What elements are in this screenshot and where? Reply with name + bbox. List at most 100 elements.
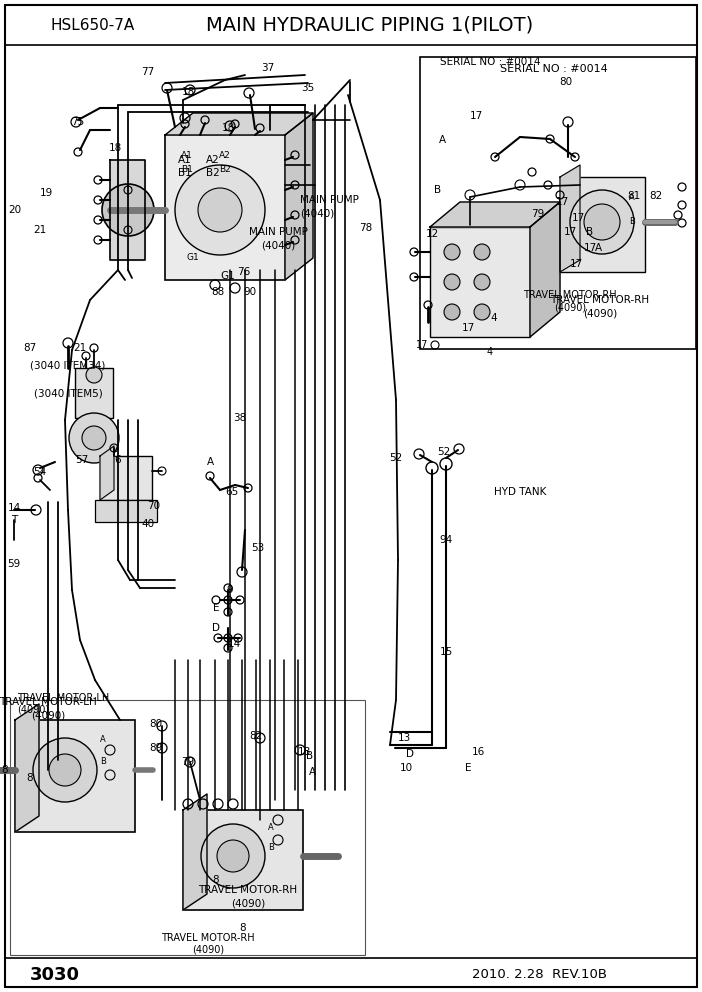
Circle shape (102, 184, 154, 236)
Circle shape (49, 754, 81, 786)
Text: 17: 17 (564, 227, 576, 237)
Text: 20: 20 (8, 205, 22, 215)
Text: A: A (595, 243, 602, 253)
Text: TRAVEL MOTOR-LH: TRAVEL MOTOR-LH (0, 697, 97, 707)
Text: (4090): (4090) (17, 705, 49, 715)
Text: A: A (206, 457, 213, 467)
Text: 75: 75 (72, 117, 85, 127)
Text: (4040): (4040) (300, 209, 334, 219)
Text: 53: 53 (251, 543, 265, 553)
Text: MAIN PUMP: MAIN PUMP (249, 227, 307, 237)
Text: (4040): (4040) (261, 241, 295, 251)
Text: 16: 16 (471, 747, 484, 757)
Text: TRAVEL MOTOR-LH: TRAVEL MOTOR-LH (17, 693, 110, 703)
Text: 88: 88 (211, 287, 225, 297)
Polygon shape (15, 704, 39, 832)
Text: MAIN PUMP: MAIN PUMP (300, 195, 359, 205)
Bar (15, 720, 135, 832)
Text: HYD TANK: HYD TANK (494, 487, 546, 497)
Text: 19: 19 (39, 188, 53, 198)
Text: E: E (465, 763, 471, 773)
Text: TRAVEL MOTOR-RH: TRAVEL MOTOR-RH (523, 290, 617, 300)
Bar (183, 810, 303, 910)
Text: 17: 17 (583, 243, 597, 253)
Text: 38: 38 (233, 413, 246, 423)
Circle shape (444, 304, 460, 320)
Circle shape (69, 413, 119, 463)
Text: 21: 21 (74, 343, 86, 353)
Circle shape (584, 204, 620, 240)
Text: TRAVEL MOTOR-RH: TRAVEL MOTOR-RH (161, 933, 255, 943)
Bar (430, 227, 530, 337)
Text: A2: A2 (206, 155, 220, 165)
Text: B: B (586, 227, 594, 237)
Text: 89: 89 (150, 743, 163, 753)
Text: 81: 81 (628, 191, 641, 201)
Text: 18: 18 (181, 87, 194, 97)
Text: B: B (435, 185, 442, 195)
Text: 2010. 2.28  REV.10B: 2010. 2.28 REV.10B (472, 968, 607, 981)
Text: 18: 18 (108, 143, 121, 153)
Polygon shape (560, 165, 580, 272)
Circle shape (474, 304, 490, 320)
Circle shape (474, 244, 490, 260)
Text: (3040 ITEM34): (3040 ITEM34) (30, 360, 106, 370)
Circle shape (217, 840, 249, 872)
Text: 17: 17 (569, 259, 583, 269)
Text: 14: 14 (8, 503, 20, 513)
Text: B2: B2 (206, 168, 220, 178)
Bar (95, 500, 157, 522)
Text: B1: B1 (181, 166, 193, 175)
Text: A: A (100, 735, 106, 745)
Polygon shape (430, 202, 560, 227)
Bar (10, 700, 365, 955)
Circle shape (444, 274, 460, 290)
Polygon shape (183, 794, 207, 910)
Text: (3040 ITEM5): (3040 ITEM5) (34, 389, 102, 399)
Text: E: E (213, 603, 219, 613)
Text: 12: 12 (425, 229, 439, 239)
Text: 76: 76 (237, 267, 251, 277)
Text: (4090): (4090) (583, 309, 617, 319)
Text: 57: 57 (75, 455, 88, 465)
Text: (4090): (4090) (31, 711, 65, 721)
Bar (165, 135, 285, 280)
Text: (4090): (4090) (554, 302, 586, 312)
Text: 35: 35 (301, 83, 314, 93)
Text: A2: A2 (219, 151, 231, 160)
Text: 79: 79 (181, 757, 194, 767)
Text: 21: 21 (34, 225, 46, 235)
Circle shape (33, 738, 97, 802)
Text: 94: 94 (439, 535, 453, 545)
Text: A1: A1 (181, 151, 193, 160)
Text: 13: 13 (397, 733, 411, 743)
Text: 9: 9 (227, 585, 233, 595)
Text: D: D (406, 749, 414, 759)
Text: 52: 52 (390, 453, 403, 463)
Text: A: A (268, 823, 274, 832)
Text: 80: 80 (150, 719, 163, 729)
Polygon shape (285, 113, 313, 280)
Text: 17: 17 (461, 323, 475, 333)
Text: 78: 78 (359, 223, 373, 233)
Text: 70: 70 (147, 501, 161, 511)
Text: 52: 52 (437, 447, 451, 457)
Text: 3030: 3030 (30, 966, 80, 984)
Text: (4090): (4090) (192, 945, 224, 955)
Text: 82: 82 (249, 731, 263, 741)
Text: B: B (268, 843, 274, 852)
Text: B: B (100, 758, 106, 767)
Circle shape (82, 426, 106, 450)
Text: A1: A1 (178, 155, 192, 165)
Polygon shape (100, 446, 114, 500)
Text: 87: 87 (23, 343, 37, 353)
Text: B1: B1 (178, 168, 192, 178)
Text: (4090): (4090) (231, 899, 265, 909)
Text: 40: 40 (141, 519, 154, 529)
Text: G1: G1 (220, 271, 235, 281)
Circle shape (444, 244, 460, 260)
Text: 59: 59 (8, 559, 20, 569)
Polygon shape (165, 113, 313, 135)
Circle shape (198, 188, 242, 232)
Text: 17: 17 (571, 213, 585, 223)
